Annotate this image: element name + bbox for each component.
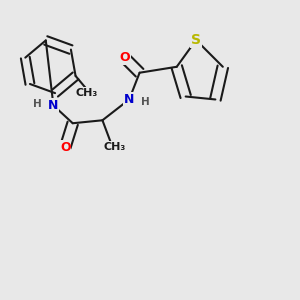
- Text: O: O: [60, 140, 70, 154]
- Text: CH₃: CH₃: [76, 88, 98, 98]
- Text: O: O: [119, 51, 130, 64]
- Text: CH₃: CH₃: [103, 142, 125, 152]
- Text: H: H: [33, 99, 41, 109]
- Text: H: H: [141, 98, 150, 107]
- Text: S: S: [191, 33, 201, 47]
- Text: N: N: [48, 99, 59, 112]
- Text: N: N: [124, 93, 134, 106]
